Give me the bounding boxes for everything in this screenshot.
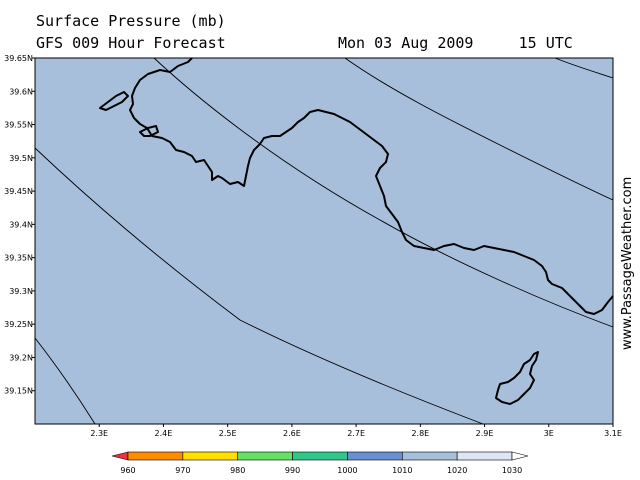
lon-tick-label: 3.1E — [604, 429, 622, 438]
pressure-legend: 960 970 980 990 1000 1010 1020 1030 — [111, 451, 529, 475]
legend-label: 970 — [175, 466, 190, 475]
legend-label: 980 — [230, 466, 245, 475]
lon-tick-label: 2.4E — [155, 429, 173, 438]
lon-tick-label: 2.9E — [476, 429, 494, 438]
forecast-model-label: GFS 009 Hour Forecast — [36, 34, 226, 52]
lon-tick-label: 2.3E — [90, 429, 108, 438]
legend-color-segment — [292, 451, 348, 461]
forecast-datetime: Mon 03 Aug 2009 15 UTC — [338, 34, 573, 52]
lon-tick-label: 2.7E — [347, 429, 365, 438]
lat-tick-label: 39.6N — [9, 87, 33, 96]
lat-tick-label: 39.3N — [9, 287, 33, 296]
lat-tick-label: 39.45N — [4, 187, 33, 196]
legend-color-segment — [456, 451, 513, 461]
legend-color-segment — [347, 451, 403, 461]
legend-color-segment — [127, 451, 184, 461]
lat-tick-label: 39.65N — [4, 54, 33, 63]
lat-tick-label: 39.5N — [9, 154, 33, 163]
isobar-line — [153, 57, 614, 328]
latitude-axis: 39.65N 39.6N 39.55N 39.5N 39.45N 39.4N 39.35N 3… — [4, 54, 35, 396]
lat-tick-label: 39.4N — [9, 220, 33, 229]
legend-color-segment — [182, 451, 239, 461]
lon-tick-label: 3E — [544, 429, 554, 438]
ocean-area — [34, 57, 614, 425]
isobar-line — [34, 337, 96, 425]
lon-tick-label: 2.5E — [219, 429, 237, 438]
legend-color-high-arrow — [511, 451, 529, 461]
legend-label: 1000 — [337, 466, 357, 475]
legend-label: 1030 — [502, 466, 522, 475]
isobar-line — [344, 57, 614, 201]
lat-tick-label: 39.25N — [4, 320, 33, 329]
island-coastline-mallorca — [129, 57, 614, 315]
lat-tick-label: 39.2N — [9, 353, 33, 362]
lat-tick-label: 39.55N — [4, 121, 33, 130]
legend-color-low-arrow — [111, 451, 129, 461]
island-coastline-west-islet-2 — [139, 125, 159, 137]
legend-label: 990 — [285, 466, 300, 475]
map-title: Surface Pressure (mb) — [36, 12, 226, 30]
lon-tick-label: 2.8E — [411, 429, 429, 438]
coastline — [99, 57, 614, 405]
isobar-lines — [34, 57, 614, 425]
lon-tick-label: 2.6E — [283, 429, 301, 438]
lat-tick-label: 39.35N — [4, 254, 33, 263]
isobar-line — [34, 147, 484, 425]
longitude-axis: 2.3E 2.4E 2.5E 2.6E 2.7E 2.8E 2.9E 3E 3.1E — [90, 424, 622, 438]
isobar-line — [554, 57, 614, 79]
island-coastline-west-islet — [99, 91, 129, 111]
legend-color-segment — [401, 451, 458, 461]
legend-label: 1010 — [392, 466, 412, 475]
lat-tick-label: 39.15N — [4, 387, 33, 396]
island-coastline-cabrera — [495, 351, 539, 405]
legend-color-segment — [237, 451, 293, 461]
legend-label: 1020 — [447, 466, 467, 475]
legend-label: 960 — [120, 466, 135, 475]
